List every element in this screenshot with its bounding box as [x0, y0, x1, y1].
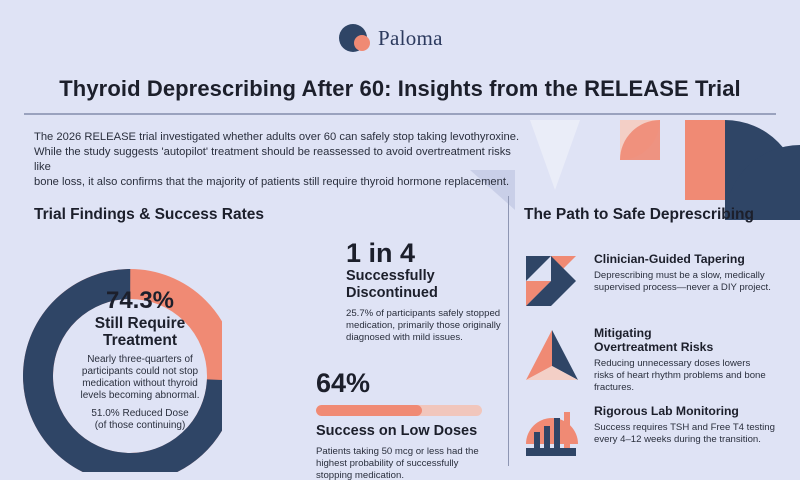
- low-dose-stat-desc: Patients taking 50 mcg or less had the h…: [316, 446, 506, 480]
- path-desc-line: risks of heart rhythm problems and bone: [594, 370, 766, 381]
- low-dose-stat-label: Success on Low Doses: [316, 423, 478, 439]
- intro-paragraph: The 2026 RELEASE trial investigated whet…: [34, 130, 524, 190]
- path-item-title: Mitigating: [594, 326, 652, 340]
- treatment-donut-chart: [22, 269, 222, 472]
- donut-center-text: 74.3% Still Require Treatment Nearly thr…: [40, 287, 240, 432]
- donut-description: Nearly three-quarters of participants co…: [40, 354, 240, 402]
- findings-heading: Trial Findings & Success Rates: [34, 206, 264, 223]
- donut-note-line: 51.0% Reduced Dose: [91, 408, 189, 419]
- discontinued-stat-label: Discontinued: [346, 285, 438, 301]
- paloma-logo-icon: [339, 24, 370, 52]
- path-heading: The Path to Safe Deprescribing: [524, 206, 754, 223]
- donut-note-line: (of those continuing): [94, 420, 186, 431]
- path-item-lab-monitoring: Rigorous Lab Monitoring Success requires…: [522, 404, 792, 464]
- path-item-title: Overtreatment Risks: [594, 340, 714, 354]
- decorative-geometric-shapes: [470, 120, 800, 220]
- stat-desc-line: diagnosed with mild issues.: [346, 332, 463, 343]
- stat-desc-line: medication, primarily those originally: [346, 320, 501, 331]
- donut-desc-line: participants could not stop: [81, 366, 199, 377]
- low-dose-stat-value: 64%: [316, 368, 371, 398]
- donut-percent: 74.3%: [105, 287, 175, 314]
- donut-desc-line: levels becoming abnormal.: [80, 390, 200, 401]
- path-item-desc: Success requires TSH and Free T4 testing…: [594, 422, 794, 446]
- discontinued-stat-label: Successfully: [346, 268, 435, 284]
- path-desc-line: every 4–12 weeks during the transition.: [594, 434, 761, 445]
- path-item-overtreatment: Mitigating Overtreatment Risks Reducing …: [522, 326, 792, 396]
- title-divider: [24, 113, 776, 115]
- page-title: Thyroid Deprescribing After 60: Insights…: [59, 76, 741, 101]
- intro-line: While the study suggests 'autopilot' tre…: [34, 146, 511, 173]
- brand-name: Paloma: [378, 25, 443, 50]
- path-item-text: Clinician-Guided Tapering Deprescribing …: [594, 252, 794, 294]
- tapering-icon: [526, 256, 576, 306]
- stat-desc-line: 25.7% of participants safely stopped: [346, 308, 501, 319]
- intro-line: The 2026 RELEASE trial investigated whet…: [34, 131, 520, 143]
- path-item-text: Mitigating Overtreatment Risks Reducing …: [594, 326, 794, 394]
- low-dose-progress-fill: [316, 405, 423, 416]
- path-desc-line: supervised process—never a DIY project.: [594, 282, 771, 293]
- stat-desc-line: Patients taking 50 mcg or less had the: [316, 446, 479, 457]
- path-desc-line: Reducing unnecessary doses lowers: [594, 358, 751, 369]
- donut-desc-line: Nearly three-quarters of: [87, 354, 193, 365]
- lab-chart-icon: [526, 412, 578, 456]
- donut-desc-line: medication without thyroid: [82, 378, 198, 389]
- discontinued-stat-value: 1 in 4: [346, 238, 416, 268]
- stat-desc-line: highest probability of successfully: [316, 458, 459, 469]
- path-desc-line: Deprescribing must be a slow, medically: [594, 270, 765, 281]
- path-desc-line: Success requires TSH and Free T4 testing: [594, 422, 775, 433]
- section-divider: [508, 196, 509, 466]
- donut-label-line: Still Require: [94, 315, 186, 332]
- brand-logo: Paloma: [338, 20, 443, 56]
- low-dose-progress-bar: [316, 405, 482, 416]
- path-item-title: Clinician-Guided Tapering: [594, 252, 745, 266]
- path-item-text: Rigorous Lab Monitoring Success requires…: [594, 404, 794, 446]
- discontinued-stat: 1 in 4 Successfully Discontinued 25.7% o…: [346, 238, 516, 344]
- intro-line: bone loss, it also confirms that the maj…: [34, 176, 510, 188]
- discontinued-stat-desc: 25.7% of participants safely stopped med…: [346, 308, 516, 344]
- path-item-tapering: Clinician-Guided Tapering Deprescribing …: [522, 252, 792, 312]
- path-item-desc: Reducing unnecessary doses lowers risks …: [594, 358, 794, 394]
- path-item-desc: Deprescribing must be a slow, medically …: [594, 270, 794, 294]
- low-dose-stat: 64% Success on Low Doses Patients taking…: [316, 368, 506, 480]
- stat-desc-line: stopping medication.: [316, 470, 404, 480]
- path-desc-line: fractures.: [594, 382, 634, 393]
- risk-pyramid-icon: [526, 330, 578, 380]
- path-item-title: Rigorous Lab Monitoring: [594, 404, 739, 418]
- donut-label-line: Treatment: [102, 332, 178, 349]
- donut-note: 51.0% Reduced Dose (of those continuing): [40, 408, 240, 432]
